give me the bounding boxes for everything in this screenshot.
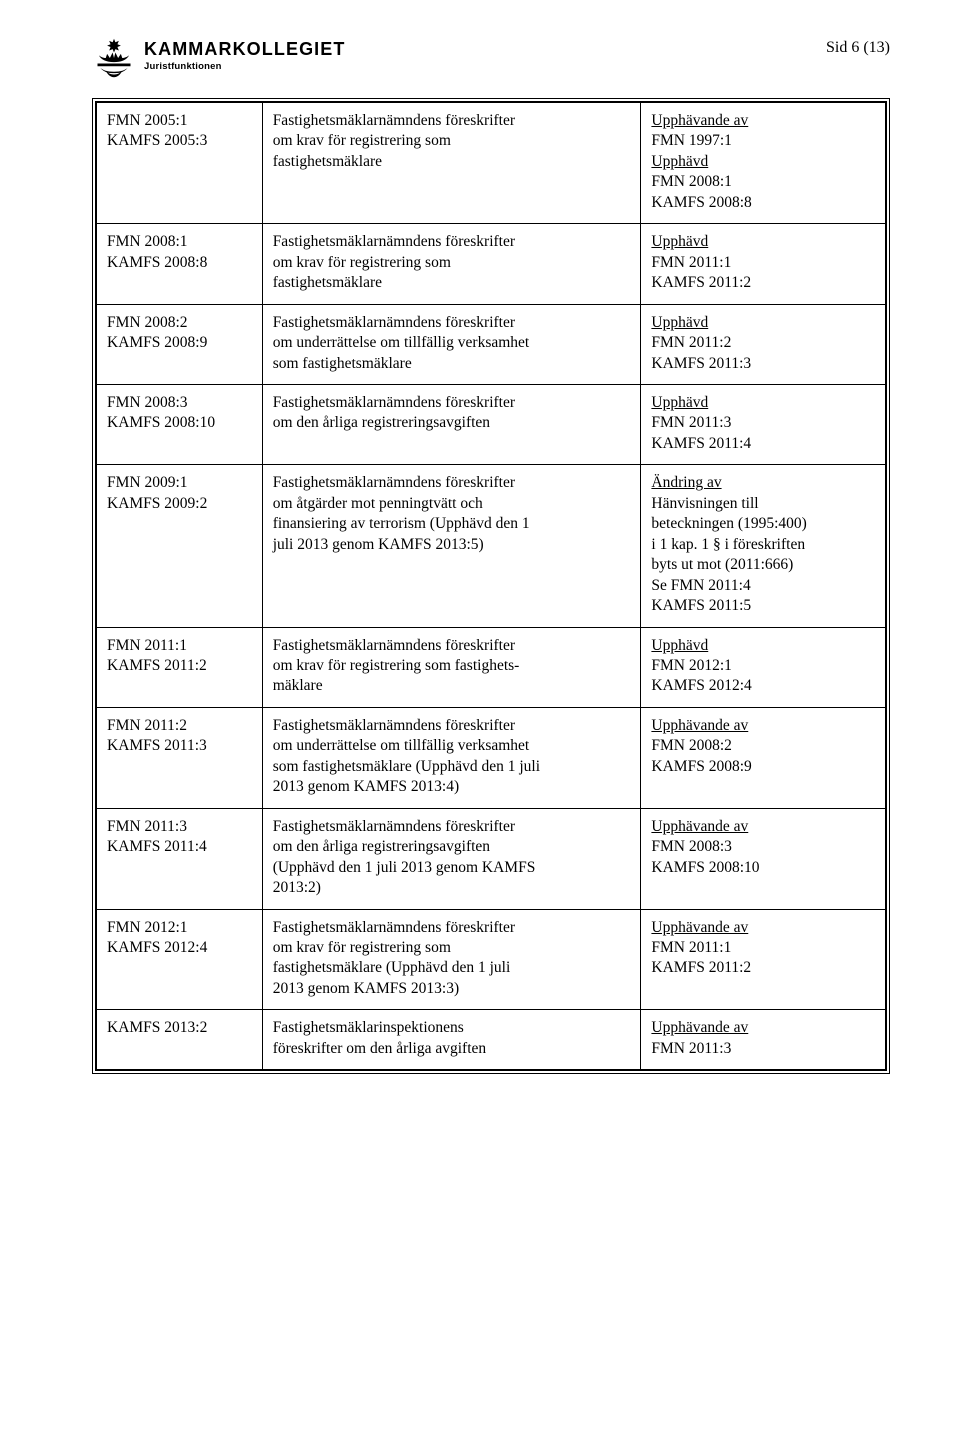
regulation-desc-cell: Fastighetsmäklarinspektionensföreskrifte… bbox=[262, 1010, 641, 1070]
table-row: FMN 2012:1KAMFS 2012:4Fastighetsmäklarnä… bbox=[97, 909, 886, 1010]
document-page: KAMMARKOLLEGIET Juristfunktionen Sid 6 (… bbox=[0, 0, 960, 1444]
regulation-desc-cell: Fastighetsmäklarnämndens föreskrifterom … bbox=[262, 909, 641, 1010]
regulation-status-cell: Upphävande avFMN 1997:1UpphävdFMN 2008:1… bbox=[641, 103, 886, 224]
regulation-id-cell: FMN 2005:1KAMFS 2005:3 bbox=[97, 103, 263, 224]
regulation-desc-cell: Fastighetsmäklarnämndens föreskrifterom … bbox=[262, 384, 641, 464]
table-row: FMN 2008:2KAMFS 2008:9Fastighetsmäklarnä… bbox=[97, 304, 886, 384]
table-row: FMN 2008:1KAMFS 2008:8Fastighetsmäklarnä… bbox=[97, 224, 886, 304]
regulation-desc-cell: Fastighetsmäklarnämndens föreskrifterom … bbox=[262, 707, 641, 808]
logo-subtitle: Juristfunktionen bbox=[144, 61, 345, 73]
table-row: FMN 2008:3KAMFS 2008:10Fastighetsmäklarn… bbox=[97, 384, 886, 464]
logo-title: KAMMARKOLLEGIET bbox=[144, 38, 345, 61]
regulation-status-cell: UpphävdFMN 2011:3KAMFS 2011:4 bbox=[641, 384, 886, 464]
regulation-id-cell: FMN 2008:1KAMFS 2008:8 bbox=[97, 224, 263, 304]
regulation-id-cell: FMN 2008:2KAMFS 2008:9 bbox=[97, 304, 263, 384]
regulation-status-cell: UpphävdFMN 2012:1KAMFS 2012:4 bbox=[641, 627, 886, 707]
regulation-status-cell: Upphävande avFMN 2008:2KAMFS 2008:9 bbox=[641, 707, 886, 808]
regulation-status-cell: Ändring avHänvisningen tillbeteckningen … bbox=[641, 465, 886, 627]
table-row: FMN 2011:3KAMFS 2011:4Fastighetsmäklarnä… bbox=[97, 808, 886, 909]
regulation-id-cell: FMN 2011:3KAMFS 2011:4 bbox=[97, 808, 263, 909]
logo-text: KAMMARKOLLEGIET Juristfunktionen bbox=[144, 36, 345, 74]
table-inner-frame: FMN 2005:1KAMFS 2005:3Fastighetsmäklarnä… bbox=[95, 101, 887, 1071]
regulation-desc-cell: Fastighetsmäklarnämndens föreskrifterom … bbox=[262, 224, 641, 304]
regulation-id-cell: FMN 2011:1KAMFS 2011:2 bbox=[97, 627, 263, 707]
regulation-desc-cell: Fastighetsmäklarnämndens föreskrifterom … bbox=[262, 304, 641, 384]
regulation-id-cell: FMN 2012:1KAMFS 2012:4 bbox=[97, 909, 263, 1010]
table-row: KAMFS 2013:2Fastighetsmäklarinspektionen… bbox=[97, 1010, 886, 1070]
regulations-table: FMN 2005:1KAMFS 2005:3Fastighetsmäklarnä… bbox=[96, 102, 886, 1070]
regulation-status-cell: Upphävande avFMN 2008:3KAMFS 2008:10 bbox=[641, 808, 886, 909]
logo-block: KAMMARKOLLEGIET Juristfunktionen bbox=[92, 36, 345, 80]
regulation-desc-cell: Fastighetsmäklarnämndens föreskrifterom … bbox=[262, 103, 641, 224]
regulation-status-cell: UpphävdFMN 2011:1KAMFS 2011:2 bbox=[641, 224, 886, 304]
page-header: KAMMARKOLLEGIET Juristfunktionen Sid 6 (… bbox=[92, 36, 890, 80]
page-number: Sid 6 (13) bbox=[826, 38, 890, 59]
regulation-id-cell: FMN 2008:3KAMFS 2008:10 bbox=[97, 384, 263, 464]
table-row: FMN 2011:2KAMFS 2011:3Fastighetsmäklarnä… bbox=[97, 707, 886, 808]
regulation-id-cell: KAMFS 2013:2 bbox=[97, 1010, 263, 1070]
table-row: FMN 2009:1KAMFS 2009:2Fastighetsmäklarnä… bbox=[97, 465, 886, 627]
regulation-id-cell: FMN 2011:2KAMFS 2011:3 bbox=[97, 707, 263, 808]
regulation-desc-cell: Fastighetsmäklarnämndens föreskrifterom … bbox=[262, 465, 641, 627]
regulation-id-cell: FMN 2009:1KAMFS 2009:2 bbox=[97, 465, 263, 627]
regulation-desc-cell: Fastighetsmäklarnämndens föreskrifterom … bbox=[262, 808, 641, 909]
table-outer-frame: FMN 2005:1KAMFS 2005:3Fastighetsmäklarnä… bbox=[92, 98, 890, 1074]
regulation-status-cell: UpphävdFMN 2011:2KAMFS 2011:3 bbox=[641, 304, 886, 384]
regulation-status-cell: Upphävande avFMN 2011:3 bbox=[641, 1010, 886, 1070]
table-row: FMN 2005:1KAMFS 2005:3Fastighetsmäklarnä… bbox=[97, 103, 886, 224]
regulation-status-cell: Upphävande avFMN 2011:1KAMFS 2011:2 bbox=[641, 909, 886, 1010]
regulation-desc-cell: Fastighetsmäklarnämndens föreskrifterom … bbox=[262, 627, 641, 707]
crown-crest-icon bbox=[92, 36, 136, 80]
table-row: FMN 2011:1KAMFS 2011:2Fastighetsmäklarnä… bbox=[97, 627, 886, 707]
